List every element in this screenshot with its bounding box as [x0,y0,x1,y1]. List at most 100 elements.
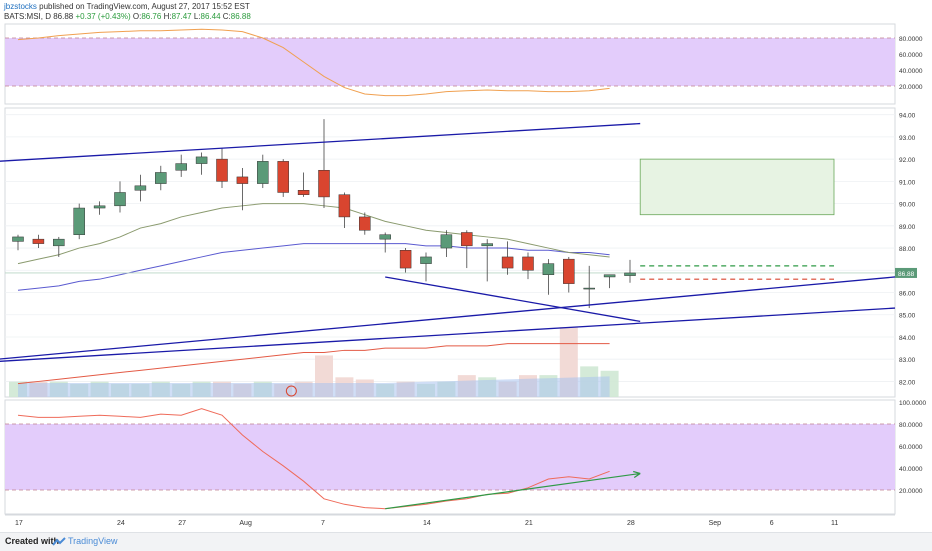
tradingview-brand[interactable]: TradingView [68,536,118,546]
candle-body [236,176,249,184]
candle-body [277,161,289,193]
x-tick-label: 17 [15,520,23,527]
trendline-down-trend [385,276,641,323]
price-tick-label: 86.00 [899,291,916,298]
high-value: 87.47 [171,12,192,21]
trendline-upper-channel [0,122,641,162]
low-label: L: [193,12,201,21]
osc-line [17,28,610,97]
osc-tick-label: 40.0000 [899,68,923,75]
open-value: 86.76 [141,12,162,21]
x-tick-label: 27 [178,520,186,527]
x-tick-label: Aug [239,520,252,527]
rsi-tick-label: 20.0000 [899,488,923,495]
x-tick-label: 28 [627,520,635,527]
rsi-band [5,424,895,490]
candle-body [542,263,555,275]
divergence-arrowhead-icon [633,470,641,478]
osc-tick-label: 20.0000 [899,84,923,91]
candle-body [501,256,514,269]
price-tick-label: 90.00 [899,202,916,209]
candle-body [297,190,310,195]
chart-header: jbzstocks published on TradingView.com, … [4,2,251,22]
sma-long-line [17,343,610,385]
low-value: 86.44 [200,12,221,21]
sma-line [17,203,610,265]
published-text: published on TradingView.com, August 27,… [39,2,250,11]
publisher-line: jbzstocks published on TradingView.com, … [4,2,251,12]
candle-body [461,232,473,247]
last-price-tag [895,267,917,278]
candle-body [195,156,208,164]
rsi-line [17,408,610,510]
price-tick-label: 84.00 [899,335,916,342]
high-label: H: [163,12,172,21]
candle-body [318,169,330,198]
panel-frame-2 [4,107,896,398]
price-tick-label: 91.00 [899,179,916,186]
osc-tick-label: 80.0000 [899,36,923,43]
x-tick-label: 11 [831,520,838,527]
close-label: C: [222,12,231,21]
candle-body [338,194,351,218]
price-tick-label: 82.00 [899,379,916,386]
chart-canvas[interactable]: 80.0000 60.0000 40.0000 20.0000 94.00 93.00 92… [0,0,932,532]
candle-body [603,274,616,278]
tradingview-logo-icon [52,537,66,546]
candle-body [155,172,167,184]
candle-body [624,272,636,276]
price-tick-label: 85.00 [899,313,916,320]
divergence-line [385,472,641,510]
candle-body [359,216,371,231]
rsi-tick-label: 100.0000 [899,400,926,407]
candle-body [379,234,391,240]
volume-ma-area [18,376,610,397]
trendline-rising-support [0,276,896,360]
price-tick-label: 92.00 [899,157,916,164]
osc-tick-label: 60.0000 [899,52,923,59]
price-change: +0.37 (+0.43%) [75,12,131,21]
candle-body [32,238,45,244]
target-box [639,158,835,216]
x-tick-label: 24 [117,520,125,527]
price-tick-label: 83.00 [899,357,916,364]
price-tick-label: 94.00 [899,113,916,120]
x-tick-label: 21 [525,520,533,527]
created-with-label: Created with [5,536,60,546]
candle-body [522,256,534,271]
candle-body [257,161,269,184]
candle-body [175,163,187,171]
x-tick-label: 6 [770,520,774,527]
candle-body [53,238,65,247]
event-marker-icon [285,385,297,397]
open-label: O: [132,12,142,21]
candle-body [440,234,453,249]
price-tick-label: 89.00 [899,224,916,231]
rsi-tick-label: 40.0000 [899,466,923,473]
x-tick-label: 7 [321,520,325,527]
candle-body [114,192,126,207]
price-tick-label: 93.00 [899,135,916,142]
author-link[interactable]: jbzstocks [4,2,37,11]
candle-body [93,205,106,209]
candle-body [563,258,575,284]
candle-body [73,207,85,235]
rsi-tick-label: 60.0000 [899,444,923,451]
x-tick-label: 14 [423,520,431,527]
ohlc-line: BATS:MSI, D 86.88 +0.37 (+0.43%) O:86.76… [4,12,251,22]
candle-body [420,256,432,264]
symbol-label[interactable]: BATS:MSI, D [4,12,51,21]
osc-band [5,38,895,86]
last-price: 86.88 [53,12,74,21]
candle-body [399,250,412,269]
last-price-tag-label: 86.88 [898,271,915,278]
x-tick-label: Sep [709,520,722,527]
ema-line [17,243,610,291]
footer-bar: Created with TradingView [0,532,932,551]
candle-body [12,236,24,242]
price-tick-label: 88.00 [899,246,916,253]
candle-body [216,158,228,182]
candle-body [481,243,493,247]
candle-body [583,287,595,290]
candle-body [134,185,147,191]
